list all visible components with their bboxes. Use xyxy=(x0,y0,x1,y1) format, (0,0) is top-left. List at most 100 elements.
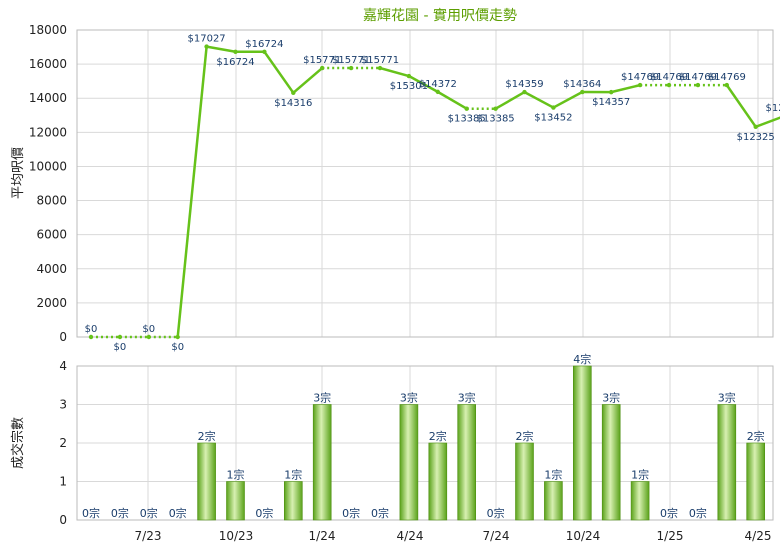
line-data-label: $14769 xyxy=(621,72,659,83)
line-data-point xyxy=(320,65,325,71)
line-series-segment xyxy=(176,46,208,338)
line-data-point xyxy=(435,89,440,95)
line-y-tick-label: 4000 xyxy=(36,262,67,276)
line-data-label: $14372 xyxy=(419,79,457,90)
bar-data-label: 2宗 xyxy=(516,429,534,443)
line-data-label: $14357 xyxy=(592,97,630,108)
line-series-segment xyxy=(292,67,324,94)
bar xyxy=(457,404,477,521)
line-series-segment xyxy=(379,66,410,78)
line-y-axis-label: 平均呎價 xyxy=(11,147,26,199)
line-data-label: $15771 xyxy=(361,55,399,66)
line-y-tick-label: 2000 xyxy=(36,296,67,310)
line-y-tick-label: 0 xyxy=(59,330,67,344)
line-data-label: $13385 xyxy=(477,114,515,125)
bar xyxy=(226,481,245,521)
line-data-point xyxy=(204,44,209,49)
line-data-point xyxy=(291,90,296,96)
bar-x-tick-label: 10/23 xyxy=(219,529,254,543)
bar-x-tick-label: 4/24 xyxy=(397,529,424,543)
line-y-tick-label: 18000 xyxy=(29,23,67,37)
bar xyxy=(428,442,448,521)
line-data-point xyxy=(724,82,729,88)
bar-data-label: 0宗 xyxy=(82,506,100,520)
bar-x-tick-label: 10/24 xyxy=(566,529,601,543)
bar-data-label: 0宗 xyxy=(111,506,129,520)
bar-data-label: 3宗 xyxy=(400,391,418,405)
line-data-point xyxy=(522,89,527,95)
bar xyxy=(399,404,419,521)
line-chart-panel: 0 2000 4000 6000 8000 10000 12000 14000 16000 180… xyxy=(29,23,780,353)
line-data-label: $14359 xyxy=(505,79,543,90)
line-series-segment xyxy=(755,116,780,128)
line-data-label: $14316 xyxy=(274,98,312,109)
line-data-point xyxy=(377,65,383,71)
line-data-label: $12325 xyxy=(737,132,775,143)
line-data-label: $14364 xyxy=(563,79,601,90)
bar-data-label: 0宗 xyxy=(342,506,360,520)
line-data-label: $0 xyxy=(171,342,184,353)
bar xyxy=(601,404,621,521)
bar-data-label: 0宗 xyxy=(255,506,273,520)
bar-data-label: 1宗 xyxy=(631,468,649,482)
line-y-tick-label: 16000 xyxy=(29,57,67,71)
bar-y-tick-label: 2 xyxy=(59,436,67,450)
bar-data-label: 0宗 xyxy=(660,506,678,520)
bar xyxy=(544,481,563,521)
line-data-point xyxy=(666,82,672,88)
line-series-segment xyxy=(725,84,757,128)
line-data-label: $0 xyxy=(85,324,98,335)
line-data-label: $14769 xyxy=(679,72,717,83)
line-y-tick-label: 6000 xyxy=(36,228,67,242)
bar-data-label: 3宗 xyxy=(458,391,476,405)
line-data-label: $13452 xyxy=(534,113,572,124)
bar-data-label: 0宗 xyxy=(140,506,158,520)
bar-data-label: 0宗 xyxy=(371,506,389,520)
bar-data-label: 3宗 xyxy=(313,391,331,405)
bar-data-label: 3宗 xyxy=(602,391,620,405)
bar xyxy=(312,404,332,521)
bar-data-label: 1宗 xyxy=(544,468,562,482)
line-data-label: $12958 xyxy=(766,103,780,114)
bar-data-label: 0宗 xyxy=(689,506,707,520)
line-data-point xyxy=(695,82,701,88)
line-data-point xyxy=(609,89,614,95)
line-data-point xyxy=(580,89,585,95)
line-data-point xyxy=(406,73,412,79)
line-y-tick-label: 14000 xyxy=(29,91,67,105)
line-data-label: $13385 xyxy=(448,114,486,125)
line-series-segment xyxy=(408,74,439,93)
line-data-label: $0 xyxy=(142,324,155,335)
bar-data-label: 2宗 xyxy=(747,429,765,443)
bar xyxy=(630,481,650,521)
bar-chart-panel: 0 1 2 3 4 0宗 0宗 0宗 0宗 2宗 1宗 0宗 1宗 3宗 0宗 0宗 3宗 2宗 3宗 0宗 2宗 1宗 4… xyxy=(59,352,774,543)
bar-y-axis-label: 成交宗數 xyxy=(10,417,26,469)
line-data-label: $16724 xyxy=(245,39,283,50)
line-data-point xyxy=(233,49,238,54)
line-data-label: $15771 xyxy=(332,55,370,66)
bar-y-tick-label: 3 xyxy=(59,398,67,412)
line-data-point xyxy=(551,105,556,110)
bar xyxy=(746,442,766,521)
bar-data-label: 1宗 xyxy=(284,468,302,482)
line-data-point xyxy=(753,124,758,129)
line-series-segment xyxy=(494,91,526,110)
bar-x-tick-label: 7/23 xyxy=(135,529,162,543)
line-y-tick-label: 8000 xyxy=(36,194,67,208)
bar xyxy=(197,442,216,521)
line-series-segment xyxy=(263,51,295,94)
line-series-segment xyxy=(206,45,236,53)
bar xyxy=(572,365,592,521)
bar-x-tick-label: 1/25 xyxy=(657,529,684,543)
line-series-segment xyxy=(552,90,583,109)
line-series-segment xyxy=(610,83,641,94)
line-data-point xyxy=(637,82,643,88)
bar-y-tick-label: 0 xyxy=(59,513,67,527)
line-data-label: $0 xyxy=(114,342,127,353)
line-data-label: $17027 xyxy=(188,34,226,45)
line-data-point xyxy=(146,334,151,340)
bar-data-label: 0宗 xyxy=(169,506,187,520)
bar xyxy=(515,442,534,521)
